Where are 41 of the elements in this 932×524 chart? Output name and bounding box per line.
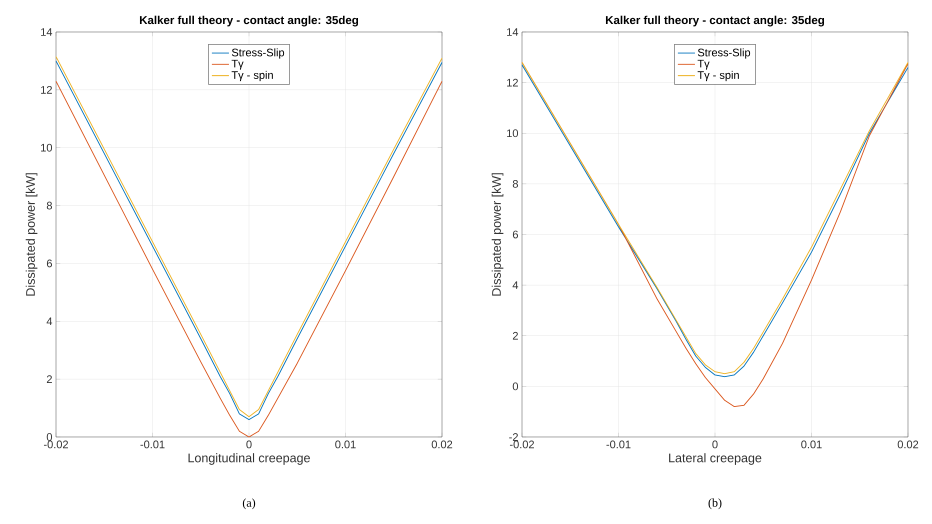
x-tick-label: 0	[246, 440, 252, 448]
legend-label: Stress-Slip	[232, 48, 284, 59]
y-tick-label: -2	[509, 433, 518, 441]
x-axis-title: Longitudinal creepage	[188, 453, 310, 465]
x-tick-label: -0.02	[44, 440, 68, 448]
x-tick-label: -0.01	[606, 440, 630, 448]
y-tick-label: 8	[512, 180, 518, 188]
chart-title: Kalker full theory - contact angle: 35deg	[606, 16, 824, 26]
y-tick-label: 0	[46, 433, 52, 441]
y-tick-label: 12	[41, 86, 52, 94]
y-axis-title: Dissipated power [kW]	[492, 173, 504, 296]
x-tick-label: 0	[712, 440, 718, 448]
y-tick-label: 6	[46, 260, 52, 268]
y-tick-label: 4	[512, 281, 518, 289]
y-tick-label: 0	[512, 382, 518, 390]
y-tick-label: 6	[512, 230, 518, 238]
text: (a)	[242, 498, 256, 510]
legend-label: Tγ	[698, 60, 710, 70]
y-tick-label: 14	[41, 28, 52, 36]
y-tick-label: 2	[46, 375, 52, 383]
y-tick-label: 12	[507, 78, 518, 86]
x-axis-title: Lateral creepage	[669, 453, 762, 465]
y-tick-label: 14	[507, 28, 518, 36]
x-tick-label: -0.01	[140, 440, 165, 448]
y-tick-label: 4	[46, 318, 52, 326]
x-tick-label: 0.02	[432, 440, 452, 448]
x-tick-label: 0.01	[335, 440, 356, 448]
chart-title: Kalker full theory - contact angle: 35deg	[140, 16, 358, 26]
y-axis-title: Dissipated power [kW]	[26, 173, 38, 296]
text: (b)	[708, 498, 722, 510]
legend-label: Stress-Slip	[698, 48, 750, 59]
legend-label: Tγ - spin	[232, 70, 273, 82]
y-tick-label: 10	[41, 144, 52, 152]
y-tick-label: 2	[512, 332, 518, 340]
legend-label: Tγ - spin	[698, 70, 739, 82]
x-tick-label: 0.02	[898, 440, 918, 448]
legend-label: Tγ	[232, 60, 244, 70]
y-tick-label: 10	[507, 129, 518, 138]
x-tick-label: 0.01	[801, 440, 822, 448]
x-tick-label: -0.02	[510, 440, 534, 448]
y-tick-label: 8	[46, 202, 52, 210]
